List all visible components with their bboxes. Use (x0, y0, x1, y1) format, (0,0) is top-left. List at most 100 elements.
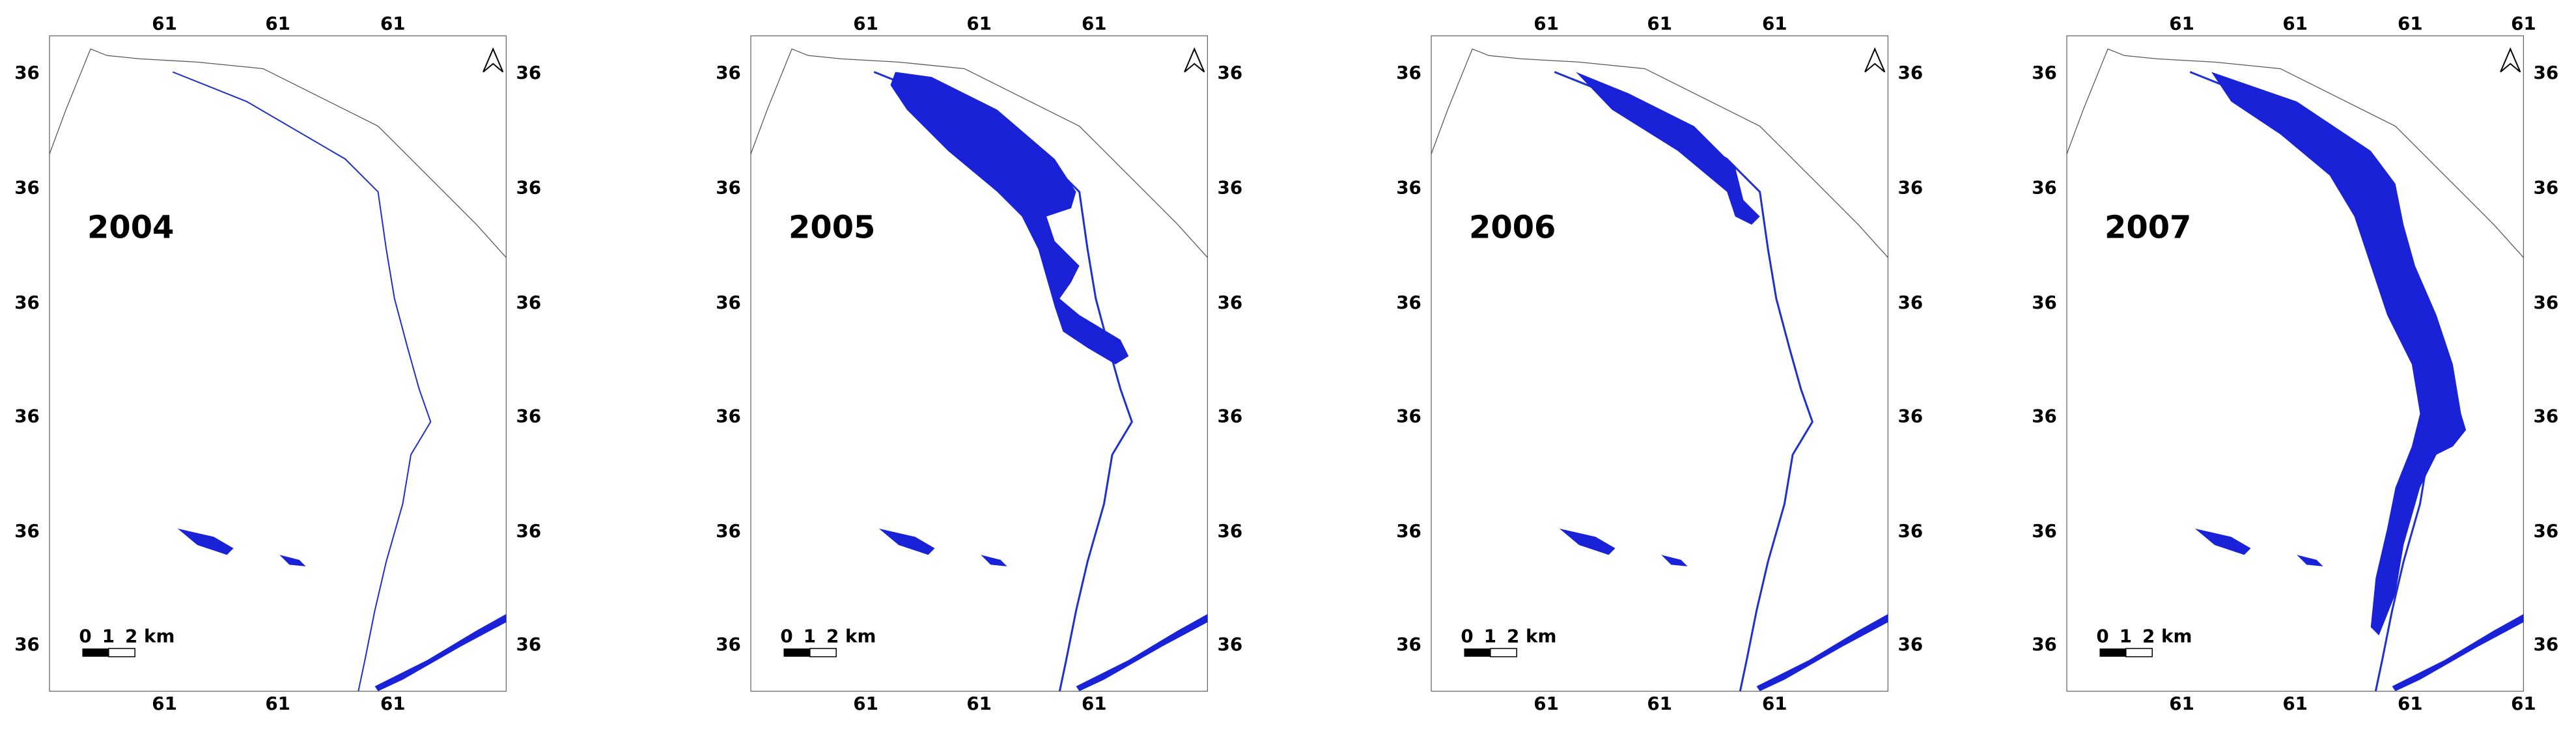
left-tick-label: 36 (14, 177, 40, 199)
top-tick-label: 61 (1762, 12, 1787, 34)
scale-label: 2 km (2142, 625, 2192, 647)
top-tick-label: 61 (1533, 12, 1559, 34)
left-tick-label: 36 (716, 292, 741, 313)
water-stripe (1756, 614, 1888, 691)
top-tick-label: 61 (2511, 12, 2536, 34)
bottom-tick-label: 61 (1533, 693, 1559, 714)
left-tick-label: 36 (1396, 633, 1421, 655)
north-arrow (2500, 47, 2521, 73)
top-tick-label: 61 (1082, 12, 1107, 34)
scale-label: 2 km (125, 625, 175, 647)
lake (878, 528, 935, 555)
scale-bar-black (82, 648, 109, 657)
right-tick-label: 36 (2534, 62, 2559, 83)
left-tick-label: 36 (2032, 633, 2057, 655)
year-label: 2007 (2105, 210, 2191, 246)
bottom-tick-label: 61 (853, 693, 878, 714)
bottom-tick-label: 61 (2169, 693, 2194, 714)
right-tick-label: 36 (2534, 520, 2559, 542)
map-panel: 2007 61 61 61 61 61 61 61 61 36 36 36 36 36 36 36 36 36 36… (2032, 12, 2558, 714)
right-tick-label: 36 (516, 292, 542, 313)
scale-bar-black (1464, 648, 1491, 657)
right-tick-label: 36 (1218, 292, 1243, 313)
left-tick-label: 36 (2032, 292, 2057, 313)
right-tick-label: 36 (516, 405, 542, 426)
top-tick-label: 61 (2169, 12, 2194, 34)
right-tick-label: 36 (2534, 177, 2559, 199)
lake (2297, 555, 2323, 566)
left-tick-label: 36 (2032, 62, 2057, 83)
right-tick-label: 36 (2534, 292, 2559, 313)
map-frame (1431, 35, 1889, 692)
bottom-tick-label: 61 (2282, 693, 2308, 714)
scale-label: 0 (1461, 625, 1473, 647)
scale-label: 1 (804, 625, 816, 647)
right-tick-label: 36 (516, 633, 542, 655)
scale-bar-black (2099, 648, 2126, 657)
scale-label: 0 (2096, 625, 2108, 647)
lake (1661, 555, 1688, 566)
map-frame (49, 35, 507, 692)
bottom-tick-label: 61 (380, 693, 406, 714)
right-tick-label: 36 (1218, 177, 1243, 199)
right-tick-label: 36 (1898, 177, 1924, 199)
left-tick-label: 36 (14, 520, 40, 542)
water-body (890, 72, 1129, 365)
left-tick-label: 36 (1396, 292, 1421, 313)
right-tick-label: 36 (1898, 292, 1924, 313)
top-tick-label: 61 (1647, 12, 1672, 34)
left-tick-label: 36 (2032, 405, 2057, 426)
scale-bar-white (1490, 648, 1517, 658)
top-tick-label: 61 (152, 12, 177, 34)
scale-label: 1 (102, 625, 115, 647)
year-label: 2005 (789, 210, 875, 246)
left-tick-label: 36 (1396, 405, 1421, 426)
scale-label: 1 (2120, 625, 2132, 647)
bottom-tick-label: 61 (2511, 693, 2536, 714)
scale-bar-white (809, 648, 837, 658)
top-tick-label: 61 (966, 12, 992, 34)
bottom-tick-label: 61 (1762, 693, 1787, 714)
left-tick-label: 36 (14, 405, 40, 426)
right-tick-label: 36 (1898, 633, 1924, 655)
left-tick-label: 36 (716, 62, 741, 83)
left-tick-label: 36 (2032, 177, 2057, 199)
lake (279, 555, 306, 566)
bottom-tick-label: 61 (2398, 693, 2423, 714)
right-tick-label: 36 (516, 520, 542, 542)
top-tick-label: 61 (2282, 12, 2308, 34)
lake (2194, 528, 2251, 555)
left-tick-label: 36 (14, 633, 40, 655)
north-arrow (483, 47, 504, 73)
scale-bar-black (783, 648, 810, 657)
right-tick-label: 36 (2534, 633, 2559, 655)
bottom-tick-label: 61 (1647, 693, 1672, 714)
water-body (2211, 72, 2467, 635)
right-tick-label: 36 (1218, 520, 1243, 542)
right-tick-label: 36 (1218, 405, 1243, 426)
top-tick-label: 61 (2398, 12, 2423, 34)
left-tick-label: 36 (716, 405, 741, 426)
scale-label: 0 (79, 625, 91, 647)
river (1554, 71, 1813, 691)
water-stripe (1076, 614, 1208, 691)
left-tick-label: 36 (1396, 177, 1421, 199)
right-tick-label: 36 (2534, 405, 2559, 426)
right-tick-label: 36 (516, 62, 542, 83)
river (172, 71, 432, 691)
map-panel: 2004 61 61 61 61 61 61 36 36 36 36 36 36 36 36 36 36 36 36… (14, 12, 541, 714)
map-panel: 2005 61 61 61 61 61 61 36 36 36 36 36 36 36 36 36 36 36 36… (716, 12, 1242, 714)
bottom-tick-label: 61 (1082, 693, 1107, 714)
lake (981, 555, 1007, 566)
water-stripe (374, 614, 507, 691)
scale-label: 0 (780, 625, 792, 647)
right-tick-label: 36 (516, 177, 542, 199)
right-tick-label: 36 (1898, 62, 1924, 83)
left-tick-label: 36 (14, 62, 40, 83)
scale-bar-white (108, 648, 135, 658)
top-tick-label: 61 (380, 12, 406, 34)
left-tick-label: 36 (14, 292, 40, 313)
scale-label: 2 km (826, 625, 876, 647)
north-arrow (1184, 47, 1205, 73)
